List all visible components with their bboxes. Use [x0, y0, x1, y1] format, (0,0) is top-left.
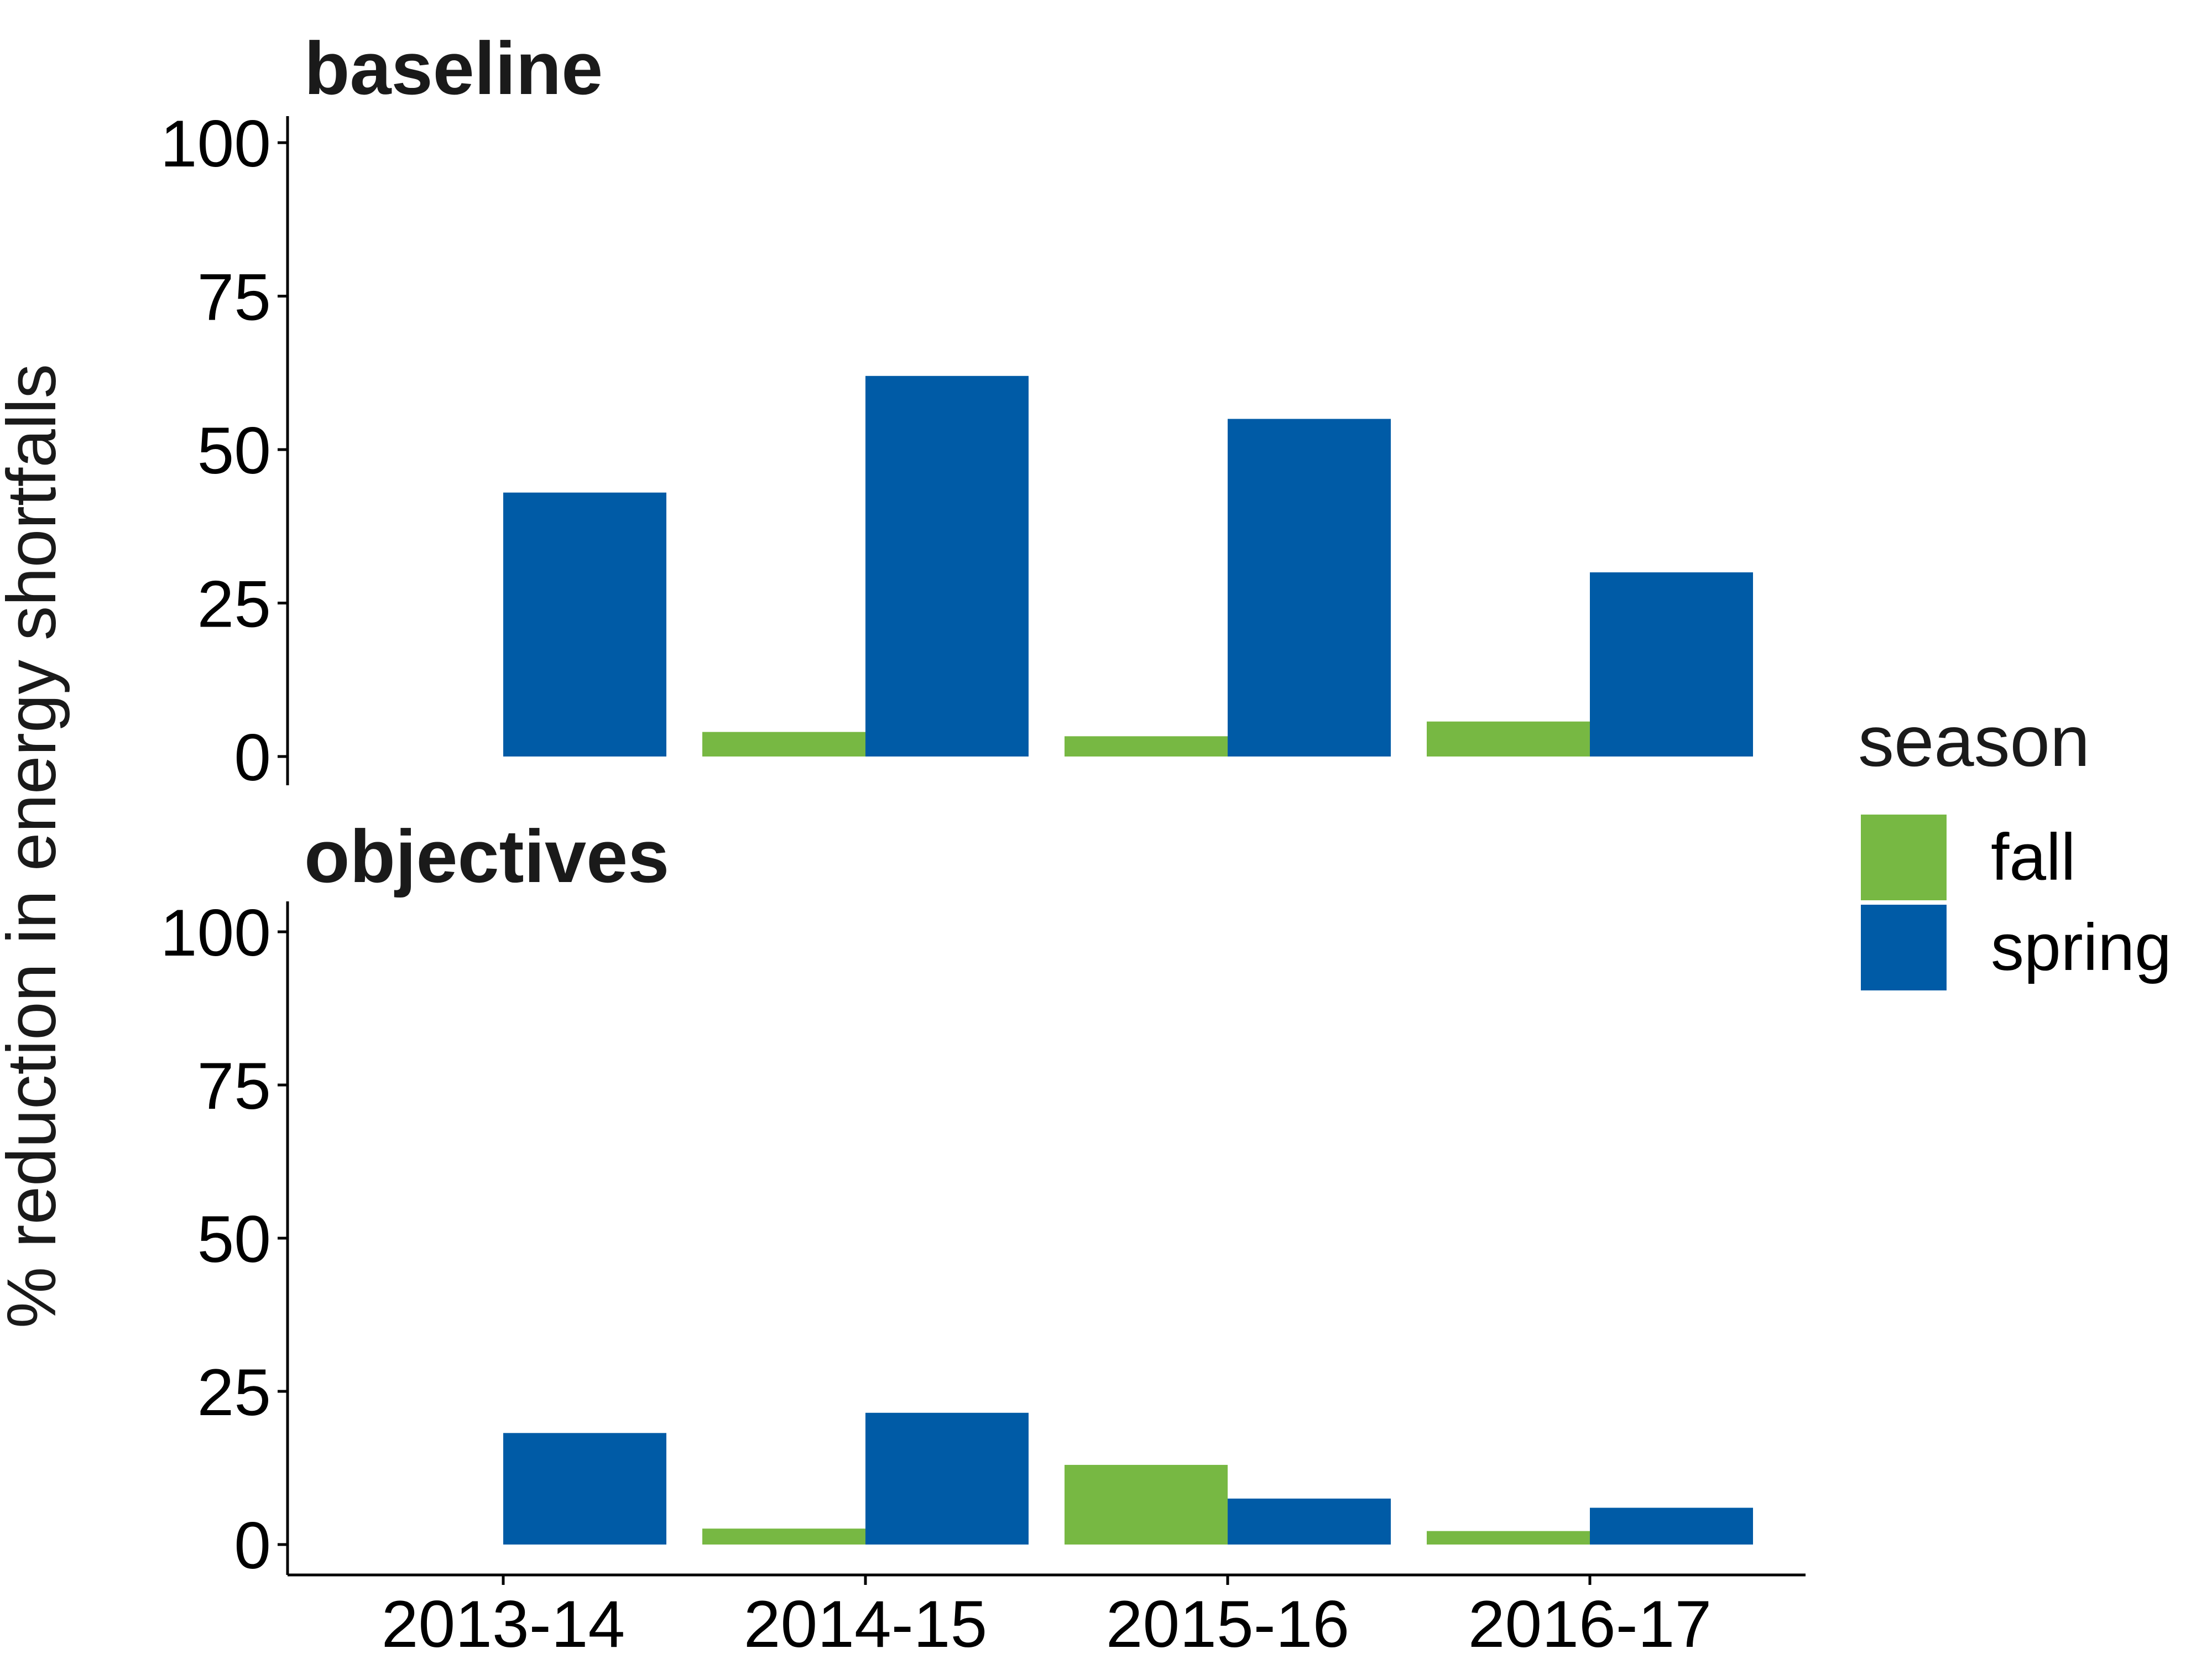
- bar-spring-2014-15: [865, 375, 1029, 757]
- panel-title: baseline: [304, 27, 603, 110]
- y-tick-label: 25: [197, 567, 271, 641]
- y-tick-label: 0: [234, 721, 271, 795]
- x-tick-label: 2015-16: [1106, 1587, 1349, 1659]
- bar-fall-2015-16: [1065, 736, 1228, 757]
- bar-spring-2016-17: [1590, 1507, 1753, 1545]
- bar-spring-2015-16: [1228, 1498, 1391, 1545]
- legend: season fall spring: [1858, 701, 2172, 990]
- y-tick-label: 100: [160, 107, 271, 181]
- x-tick-label: 2014-15: [744, 1587, 987, 1659]
- bar-spring-2015-16: [1228, 419, 1391, 757]
- legend-title: season: [1858, 701, 2090, 781]
- y-tick-label: 50: [197, 1202, 271, 1276]
- y-axis-title: % reduction in energy shortfalls: [0, 364, 70, 1328]
- y-tick-label: 0: [234, 1509, 271, 1583]
- y-tick-label: 100: [160, 896, 271, 970]
- panels: baseline 0 25 50 75 100 objectives 0 25 50 75 100: [160, 27, 1806, 1583]
- y-tick-label: 25: [197, 1355, 271, 1430]
- x-tick-label: 2013-14: [382, 1587, 625, 1659]
- panel-objectives: objectives 0 25 50 75 100: [160, 815, 1806, 1583]
- legend-key-spring: [1861, 905, 1947, 990]
- bar-fall-2014-15: [702, 1528, 865, 1545]
- y-tick-label: 75: [197, 260, 271, 335]
- bar-fall-2016-17: [1427, 721, 1590, 757]
- x-tick-label: 2016-17: [1468, 1587, 1712, 1659]
- bar-spring-2016-17: [1590, 572, 1753, 757]
- bar-spring-2013-14: [503, 492, 666, 757]
- bar-spring-2014-15: [865, 1412, 1029, 1545]
- bar-fall-2015-16: [1065, 1464, 1228, 1545]
- x-axis: 2013-14 2014-15 2015-16 2016-17: [382, 1575, 1712, 1659]
- panel-baseline: baseline 0 25 50 75 100: [160, 27, 1753, 795]
- legend-key-fall: [1861, 815, 1947, 900]
- y-tick-label: 50: [197, 414, 271, 488]
- bar-fall-2016-17: [1427, 1531, 1590, 1545]
- bar-fall-2014-15: [702, 732, 865, 757]
- y-tick-label: 75: [197, 1049, 271, 1123]
- legend-label-fall: fall: [1991, 820, 2075, 894]
- bar-spring-2013-14: [503, 1433, 666, 1545]
- legend-label-spring: spring: [1991, 910, 2172, 984]
- panel-title: objectives: [304, 815, 669, 898]
